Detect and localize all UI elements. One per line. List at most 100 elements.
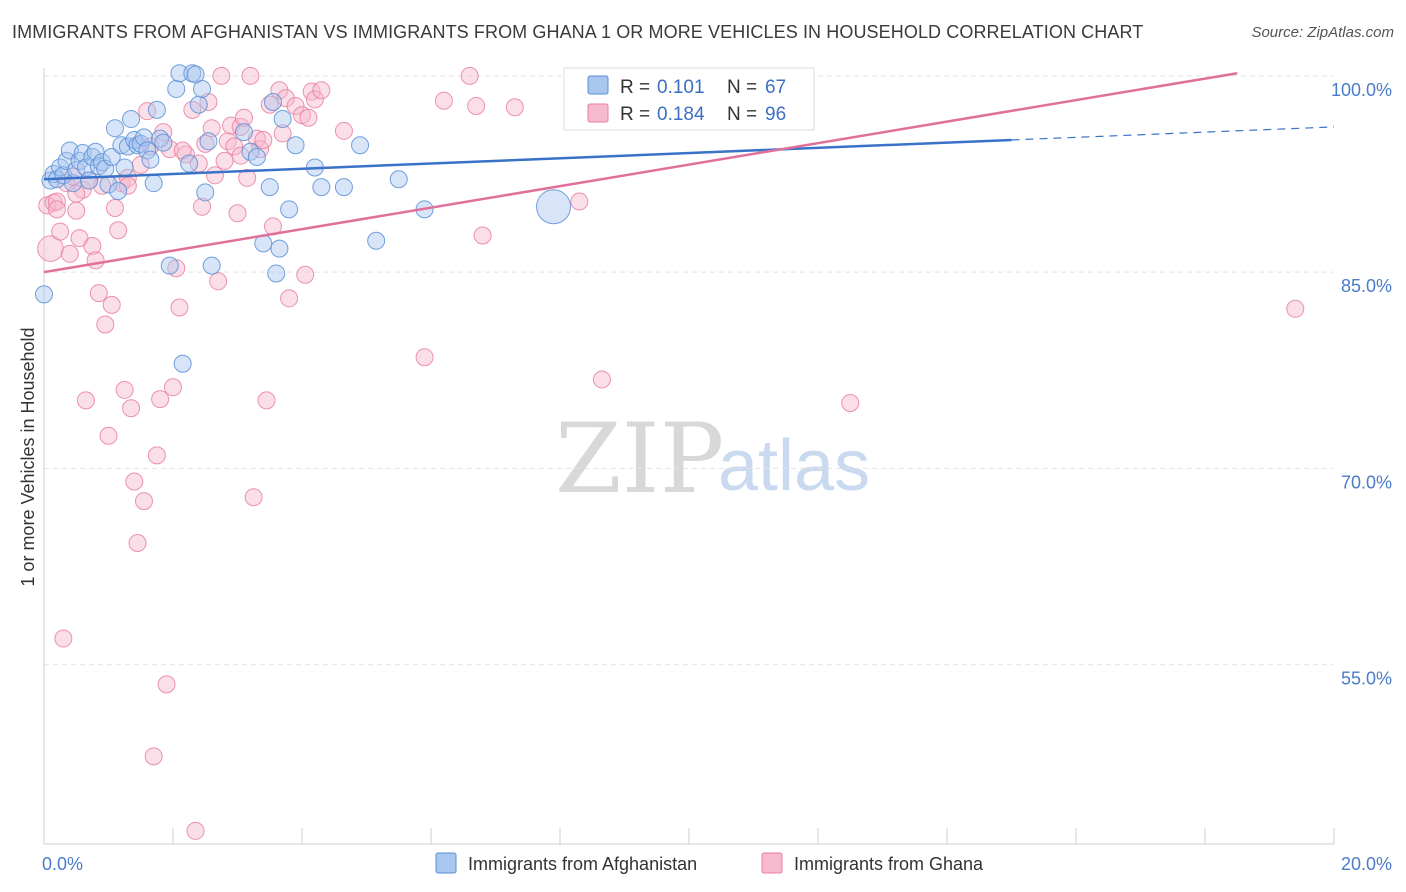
ghana-point	[467, 96, 486, 115]
legend-n-value-afghanistan: 67	[765, 77, 786, 98]
x-tick-label-1: 20.0%	[1341, 854, 1392, 874]
correlation-legend: R = 0.101 N = 67 R = 0.184 N = 96	[563, 67, 815, 131]
afghanistan-point	[189, 95, 208, 114]
ghana-point	[170, 298, 189, 317]
legend-n-label-ghana: N =	[727, 104, 757, 125]
watermark: ZIP atlas	[555, 403, 870, 515]
afghanistan-point	[147, 100, 166, 119]
afghanistan-point	[57, 151, 76, 170]
ghana-point	[86, 251, 105, 270]
afghanistan-point	[312, 178, 331, 197]
afghanistan-trend-extension	[1011, 126, 1335, 141]
ghana-point	[273, 124, 292, 143]
ghana-point	[186, 821, 205, 840]
ghana-point	[592, 370, 611, 389]
afghanistan-point	[389, 170, 408, 189]
afghanistan-point	[193, 79, 212, 98]
ghana-point	[157, 675, 176, 694]
afghanistan-point	[73, 144, 92, 163]
ghana-point	[105, 199, 124, 218]
ghana-point	[434, 91, 453, 110]
ghana-point	[118, 168, 137, 187]
ghana-point	[299, 108, 318, 127]
afghanistan-point	[263, 93, 282, 112]
bottom-legend-label-ghana: Immigrants from Ghana	[794, 854, 984, 874]
afghanistan-point	[144, 174, 163, 193]
ghana-point	[144, 747, 163, 766]
afghanistan-point	[536, 189, 572, 225]
ghana-points	[37, 66, 1305, 840]
ghana-point	[257, 391, 276, 410]
y-tick-label-3: 55.0%	[1341, 669, 1392, 689]
ghana-point	[238, 168, 257, 187]
ghana-point	[96, 315, 115, 334]
x-axis-tick-labels: 0.0% 20.0%	[42, 854, 1392, 874]
ghana-point	[89, 284, 108, 303]
ghana-point	[312, 81, 331, 100]
bottom-legend-swatch-afghanistan	[435, 852, 457, 874]
x-tick-label-0: 0.0%	[42, 854, 83, 874]
y-axis-label: 1 or more Vehicles in Household	[18, 327, 38, 586]
afghanistan-point	[286, 136, 305, 155]
ghana-trend-line	[43, 72, 1238, 274]
ghana-point	[47, 200, 66, 219]
legend-r-label-afghanistan: R =	[620, 77, 650, 98]
ghana-point	[280, 289, 299, 308]
afghanistan-point	[154, 133, 173, 152]
ghana-point	[122, 399, 141, 418]
afghanistan-point	[115, 158, 134, 177]
afghanistan-point	[102, 147, 121, 166]
y-axis-tick-labels: 100.0% 85.0% 70.0% 55.0%	[1331, 80, 1392, 689]
afghanistan-point	[247, 147, 266, 166]
ghana-point	[244, 488, 263, 507]
afghanistan-point	[280, 200, 299, 219]
y-tick-label-2: 70.0%	[1341, 472, 1392, 492]
afghanistan-point	[196, 183, 215, 202]
afghanistan-point	[234, 123, 253, 142]
ghana-point	[205, 166, 224, 185]
ghana-point	[118, 176, 137, 195]
afghanistan-point	[334, 178, 353, 197]
ghana-point	[305, 90, 324, 109]
ghana-point	[173, 141, 192, 160]
afghanistan-point	[173, 354, 192, 373]
series-legend: Immigrants from Afghanistan Immigrants f…	[435, 852, 984, 874]
afghanistan-point	[351, 136, 370, 155]
afghanistan-trend-line	[43, 138, 1012, 181]
afghanistan-point	[273, 110, 292, 129]
afghanistan-point	[86, 142, 105, 161]
ghana-point	[99, 426, 118, 445]
ghana-point	[51, 222, 70, 241]
ghana-point	[841, 394, 860, 413]
ghana-point	[115, 380, 134, 399]
afghanistan-points	[35, 64, 763, 373]
afghanistan-point	[167, 79, 186, 98]
source-credit: Source: ZipAtlas.com	[1251, 24, 1394, 41]
afghanistan-point	[270, 239, 289, 258]
gridlines	[44, 75, 1334, 666]
afghanistan-point	[202, 256, 221, 275]
ghana-point	[67, 184, 86, 203]
ghana-point	[151, 390, 170, 409]
afghanistan-point	[109, 182, 128, 201]
ghana-point	[147, 446, 166, 465]
ghana-point	[234, 108, 253, 127]
y-tick-label-0: 100.0%	[1331, 80, 1392, 100]
legend-r-value-ghana: 0.184	[657, 104, 705, 125]
ghana-point	[415, 348, 434, 367]
ghana-point	[128, 534, 147, 553]
ghana-point	[460, 66, 479, 85]
ghana-point	[76, 391, 95, 410]
ghana-point	[134, 492, 153, 511]
ghana-point	[254, 130, 273, 149]
ghana-point	[505, 98, 524, 117]
afghanistan-point	[160, 256, 179, 275]
ghana-point	[473, 226, 492, 245]
legend-swatch-afghanistan	[587, 75, 609, 95]
afghanistan-point	[260, 178, 279, 197]
ghana-point	[209, 272, 228, 291]
y-tick-label-1: 85.0%	[1341, 276, 1392, 296]
afghanistan-point	[122, 110, 141, 129]
ghana-point	[228, 204, 247, 223]
afghanistan-point	[141, 150, 160, 169]
